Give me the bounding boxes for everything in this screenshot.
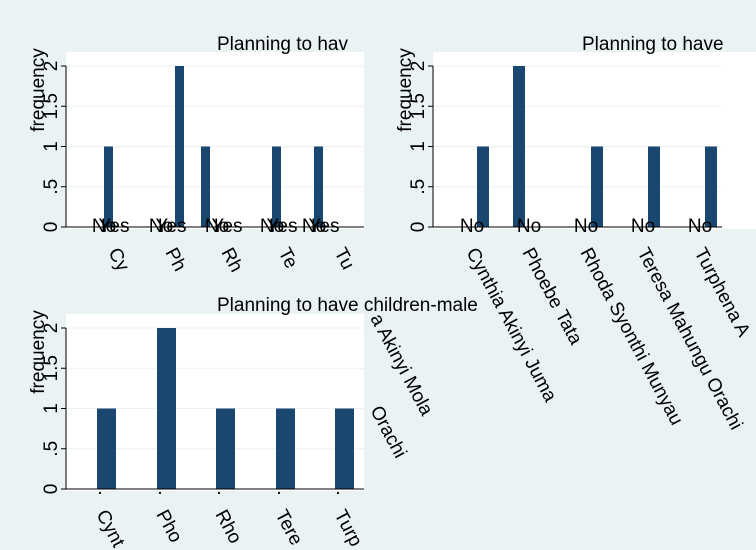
bar [477,146,489,227]
y-tick-label: .5 [41,441,62,457]
group-label: Yes [212,216,243,237]
group-label: No [574,216,598,237]
y-ticks-1: 0 .5 1 1.5 2 [41,61,66,233]
group-label: Yes [267,216,298,237]
chart-title-1: Planning to hav [217,34,348,55]
bar [272,146,281,227]
group-label: No [205,216,229,237]
chart-title-3: Planning to have children-male [217,295,478,316]
bar [276,408,295,489]
group-labels-2: No No No No No [460,216,712,237]
group-label: No [688,216,712,237]
bar [513,66,525,227]
group-label: Yes [156,216,187,237]
bars-2 [477,66,717,227]
group-label: . [157,478,162,499]
y-tick-label: 0 [408,222,429,233]
y-tick-label: 1.5 [408,93,429,119]
group-label: . [97,478,102,499]
group-label: No [302,216,326,237]
bar [591,146,603,227]
group-label: Yes [99,216,130,237]
group-label: Yes [309,216,340,237]
y-tick-label: 1 [41,141,62,152]
y-axis-label-3: frequency [28,310,49,394]
group-label: . [276,478,281,499]
group-label: . [335,478,340,499]
y-axis-label-1: frequency [28,48,49,132]
y-tick-label: 0 [41,484,62,495]
y-tick-label: .5 [408,179,429,195]
y-tick-label: 2 [41,323,62,334]
y-tick-label: 0 [41,222,62,233]
y-ticks-3: 0 .5 1 1.5 2 [41,323,66,495]
group-label: . [216,478,221,499]
bar [201,146,210,227]
bar [705,146,717,227]
y-tick-label: .5 [41,179,62,195]
bars-3 [97,328,354,489]
y-axis-label-2: frequency [395,48,416,132]
bar [335,408,354,489]
y-tick-label: 1.5 [41,355,62,381]
bar [175,66,184,227]
y-ticks-2: 0 .5 1 1.5 2 [408,61,433,233]
bar [216,408,235,489]
y-tick-label: 2 [41,61,62,72]
group-labels-3: ..... [97,478,340,499]
y-tick-label: 1 [408,141,429,152]
bars-1 [104,66,323,227]
y-tick-label: 1.5 [41,93,62,119]
group-label: No [149,216,173,237]
bar [157,328,176,489]
chart-title-2: Planning to have [582,34,724,55]
bar [314,146,323,227]
group-label: No [92,216,116,237]
y-tick-label: 2 [408,61,429,72]
group-label: No [260,216,284,237]
bar [104,146,113,227]
y-tick-label: 1 [41,403,62,414]
group-label: No [460,216,484,237]
group-label: No [631,216,655,237]
chart-panel-3: 0.511.52 ..... Cynt Pho Rho Tere Turp freque… [28,295,478,550]
bar [97,408,116,489]
group-label: No [517,216,541,237]
bar [648,146,660,227]
